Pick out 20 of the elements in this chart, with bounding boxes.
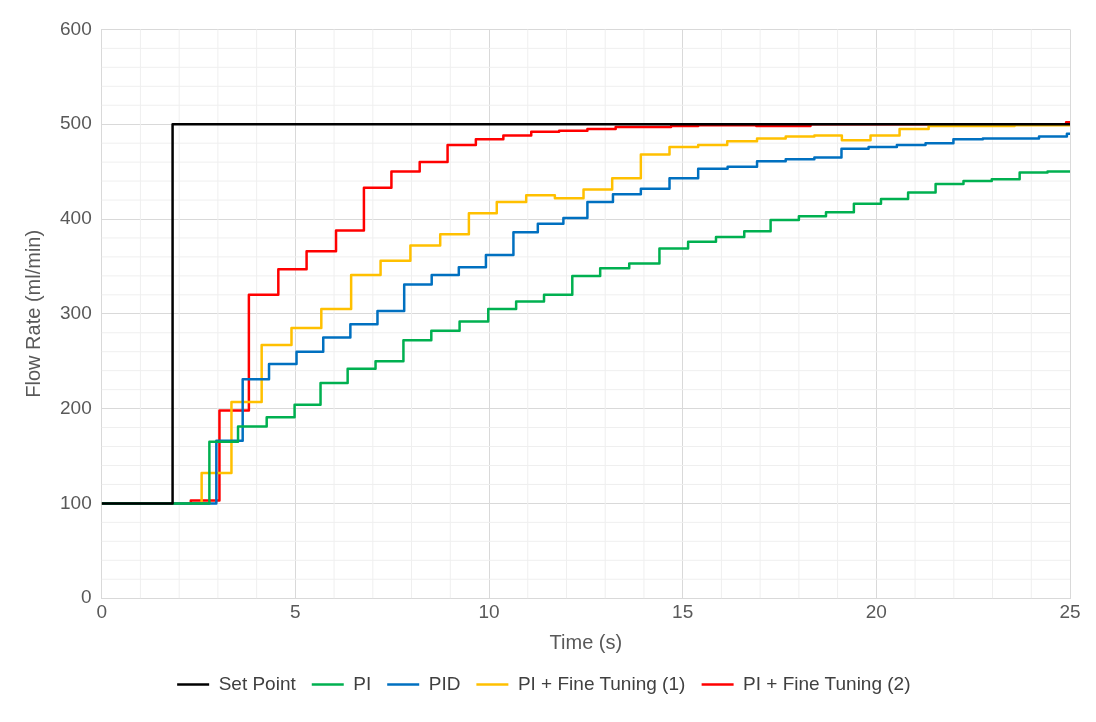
y-tick-label: 200	[60, 396, 92, 418]
x-tick-label: 15	[672, 600, 694, 622]
y-axis-title: Flow Rate (ml/min)	[21, 229, 44, 398]
x-tick-label: 20	[865, 600, 887, 622]
y-tick-label: 600	[60, 17, 92, 39]
legend-label: PI	[353, 672, 372, 694]
y-tick-label: 100	[60, 491, 92, 513]
x-tick-label: 25	[1059, 600, 1081, 622]
x-axis-title: Time (s)	[549, 630, 623, 653]
legend-label: Set Point	[218, 672, 297, 694]
y-tick-label: 400	[60, 207, 92, 229]
x-tick-label: 5	[290, 600, 301, 622]
y-tick-label: 300	[60, 302, 92, 324]
y-tick-label: 0	[81, 586, 92, 608]
x-tick-label: 10	[478, 600, 500, 622]
legend-label: PI + Fine Tuning (2)	[743, 672, 911, 694]
legend-label: PI + Fine Tuning (1)	[517, 672, 686, 694]
x-tick-label: 0	[96, 600, 107, 622]
y-tick-label: 500	[60, 112, 92, 134]
legend-label: PID	[428, 672, 461, 694]
